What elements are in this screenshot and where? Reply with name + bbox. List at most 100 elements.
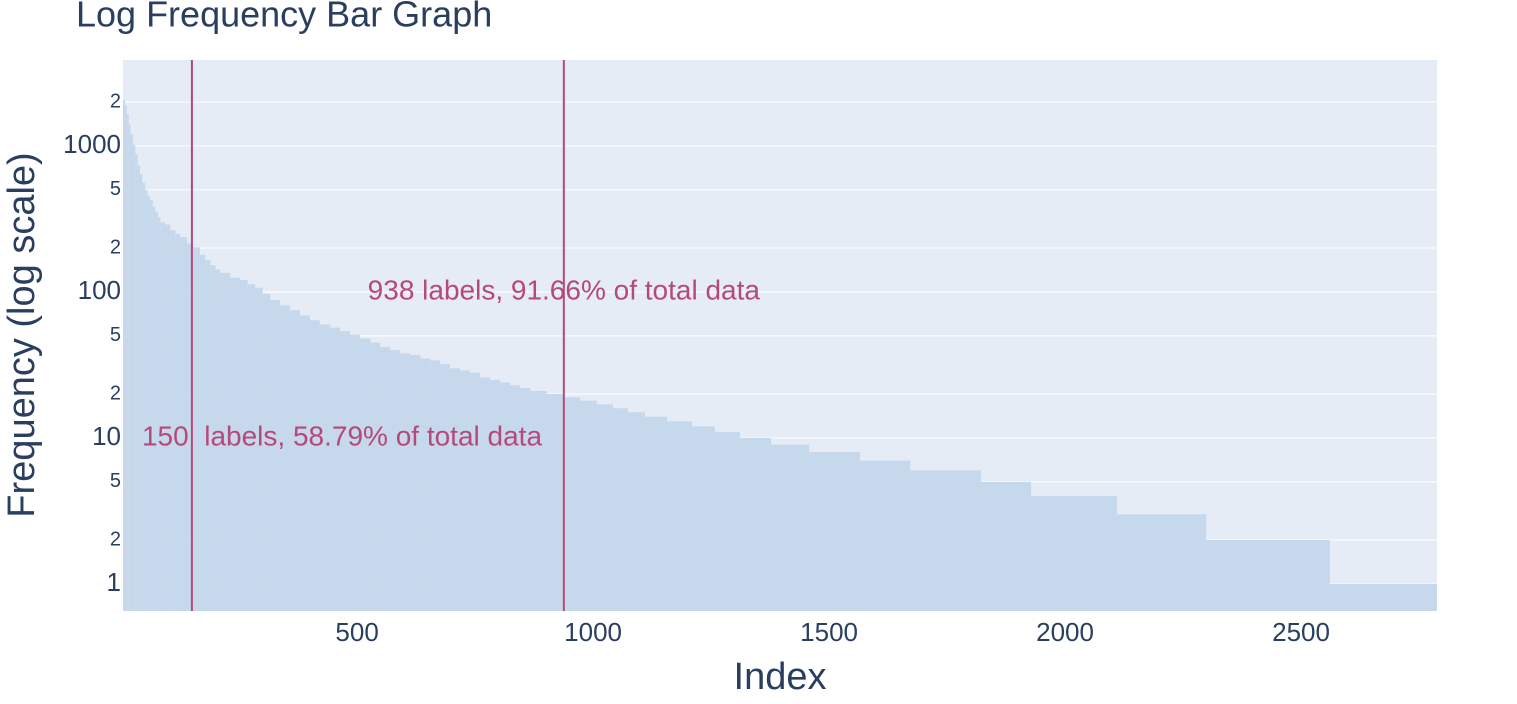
bar: [145, 189, 148, 611]
bar: [142, 182, 146, 612]
bar: [126, 114, 129, 611]
bar: [628, 412, 646, 611]
bar: [187, 243, 193, 612]
bar: [240, 279, 248, 611]
bar: [440, 364, 451, 611]
y-tick-label: 5: [110, 178, 121, 200]
y-tick-label: 10: [92, 421, 121, 451]
x-tick-label: 1500: [800, 617, 858, 647]
bar: [170, 230, 176, 611]
bar: [230, 277, 241, 611]
bar: [519, 387, 531, 611]
bar: [128, 124, 131, 611]
bar: [860, 460, 911, 611]
chart-title: Log Frequency Bar Graph: [76, 0, 492, 35]
annotation: 150 labels, 58.79% of total data: [142, 420, 542, 451]
bar: [180, 236, 188, 611]
bar: [469, 372, 480, 611]
bar: [1031, 496, 1117, 611]
bar: [612, 408, 629, 611]
bar: [192, 247, 200, 612]
y-tick-label: 1: [107, 567, 121, 597]
y-tick-label: 5: [110, 324, 121, 346]
bar: [739, 437, 772, 611]
y-tick-label: 2: [110, 236, 121, 258]
bar: [1206, 540, 1330, 611]
y-tick-label: 100: [78, 275, 121, 305]
bar: [210, 265, 216, 611]
bar: [510, 385, 520, 611]
bar: [319, 324, 331, 611]
bar: [530, 390, 547, 611]
bar: [667, 421, 693, 611]
bar: [714, 431, 740, 611]
bar: [299, 315, 310, 611]
bar: [330, 327, 341, 611]
bars: [123, 100, 1437, 612]
bar: [262, 293, 271, 611]
bar: [270, 300, 281, 611]
bar: [280, 305, 291, 611]
y-tick-label: 2: [110, 90, 121, 112]
bar: [147, 195, 150, 611]
bar: [135, 154, 138, 612]
bar: [579, 400, 597, 611]
x-axis-title: Index: [734, 656, 827, 698]
bar: [199, 254, 206, 611]
bar: [149, 200, 153, 611]
bar: [130, 134, 133, 611]
bar: [220, 272, 231, 611]
bar: [479, 377, 491, 611]
x-tick-label: 1000: [564, 617, 622, 647]
bar: [132, 144, 136, 611]
y-tick-label: 2: [110, 382, 121, 404]
bar: [409, 355, 421, 611]
bar: [771, 444, 810, 611]
bar: [139, 174, 143, 611]
bar: [420, 358, 431, 611]
x-tick-label: 2000: [1036, 617, 1094, 647]
bar: [450, 368, 460, 611]
bar: [809, 452, 861, 611]
bar: [123, 100, 125, 611]
bar: [500, 382, 511, 611]
bar: [165, 224, 171, 612]
bar: [175, 233, 181, 611]
bar: [370, 342, 381, 611]
bar: [152, 206, 156, 611]
bar: [400, 353, 410, 611]
bar: [380, 346, 391, 611]
bar: [350, 334, 360, 611]
bar: [910, 470, 982, 611]
bar: [459, 370, 470, 611]
bar: [160, 222, 166, 611]
x-tick-label: 2500: [1272, 617, 1330, 647]
bar: [215, 269, 221, 611]
bar: [340, 331, 351, 611]
x-tick-label: 500: [335, 617, 378, 647]
overlay: 150 labels, 58.79% of total data 938 labe…: [142, 60, 760, 611]
y-tick-label: 2: [110, 528, 121, 550]
bar: [490, 379, 501, 611]
bar: [309, 320, 320, 611]
bar: [137, 165, 140, 611]
bar: [564, 397, 580, 611]
y-axis-title: Frequency (log scale): [1, 152, 43, 517]
bar: [124, 105, 127, 611]
bar: [645, 416, 668, 611]
bar: [157, 217, 161, 612]
bar: [359, 338, 371, 611]
bar: [390, 350, 401, 611]
bar: [981, 481, 1032, 611]
bar: [546, 394, 565, 611]
annotation: 938 labels, 91.66% of total data: [368, 274, 761, 305]
bar: [290, 310, 300, 611]
y-tick-label: 5: [110, 470, 121, 492]
y-tick-label: 1000: [63, 129, 121, 159]
bar: [596, 404, 613, 611]
bar: [1116, 514, 1207, 611]
bar: [155, 211, 158, 612]
bar: [247, 284, 256, 611]
